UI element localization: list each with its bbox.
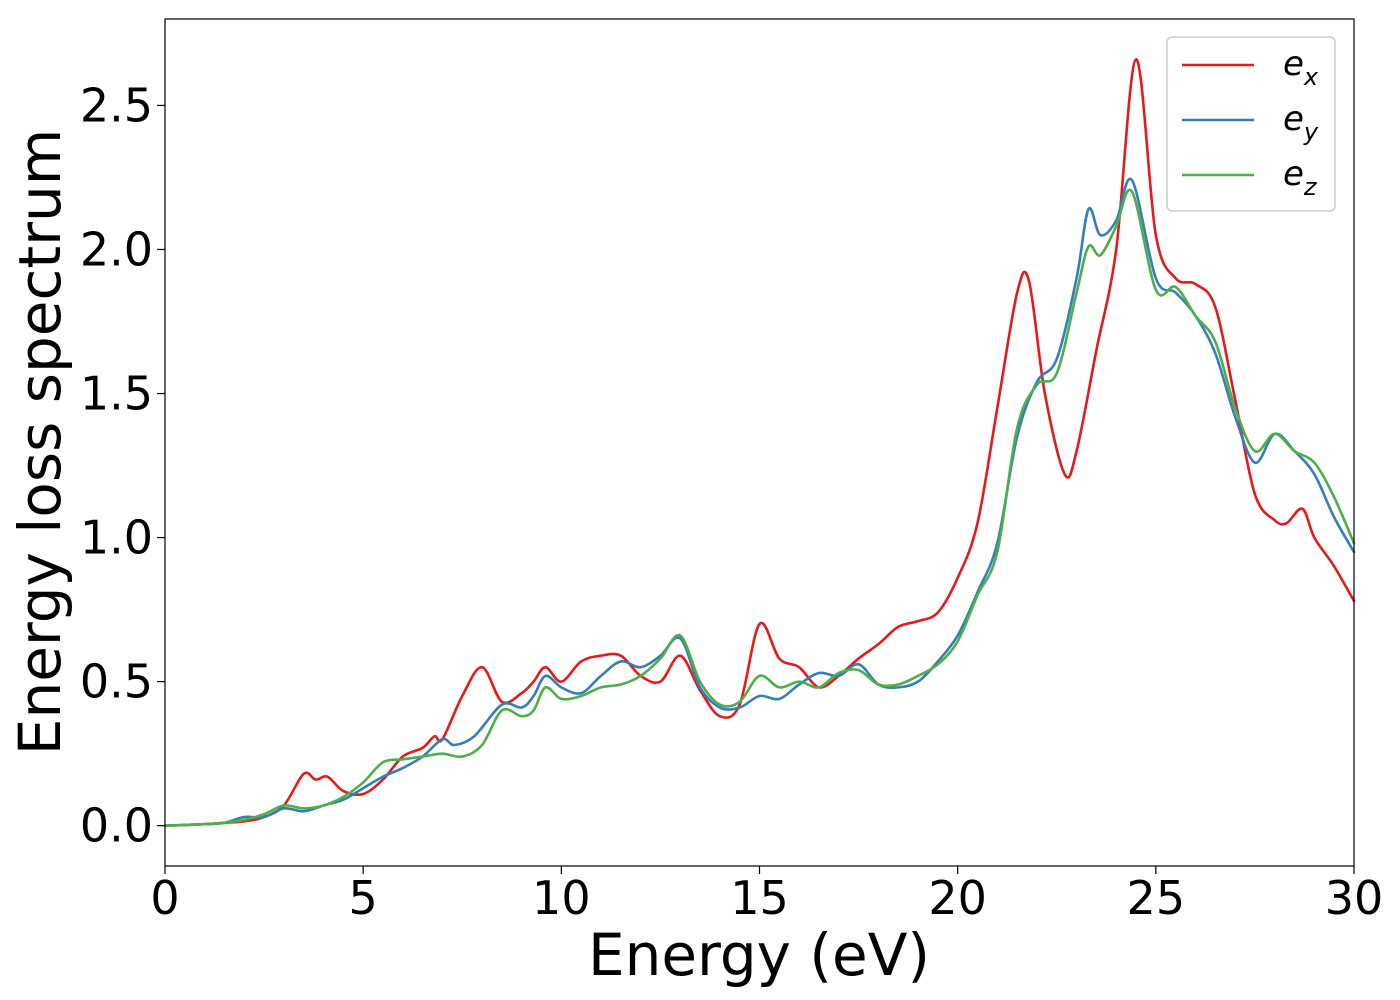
y-tick-label: 2.0 <box>80 222 153 276</box>
x-tick-label: 0 <box>150 871 179 925</box>
y-tick-label: 1.0 <box>80 511 153 565</box>
x-tick-label: 15 <box>730 871 789 925</box>
y-tick-label: 0.0 <box>80 799 153 853</box>
legend-subscript: y <box>1303 118 1319 146</box>
y-axis-ticks: 0.0 0.5 1.0 1.5 2.0 2.5 <box>80 78 165 853</box>
series-layer <box>163 58 1356 827</box>
y-tick-label: 1.5 <box>80 367 153 421</box>
legend-subscript: z <box>1303 173 1318 201</box>
x-axis-title: Energy (eV) <box>588 921 930 989</box>
y-axis-title: Energy loss spectrum <box>6 129 74 755</box>
x-tick-label: 5 <box>349 871 378 925</box>
legend-subscript: x <box>1303 63 1319 91</box>
x-tick-label: 20 <box>928 871 987 925</box>
series-line-ey <box>163 177 1356 827</box>
y-tick-label: 0.5 <box>80 655 153 709</box>
x-tick-label: 30 <box>1325 871 1384 925</box>
plot-background <box>165 19 1354 866</box>
x-axis-ticks: 0 5 10 15 20 25 30 <box>150 866 1383 925</box>
x-tick-label: 25 <box>1127 871 1186 925</box>
series-line-ez <box>163 188 1356 827</box>
legend-box <box>1166 36 1336 212</box>
y-tick-label: 2.5 <box>80 78 153 132</box>
x-tick-label: 10 <box>532 871 591 925</box>
